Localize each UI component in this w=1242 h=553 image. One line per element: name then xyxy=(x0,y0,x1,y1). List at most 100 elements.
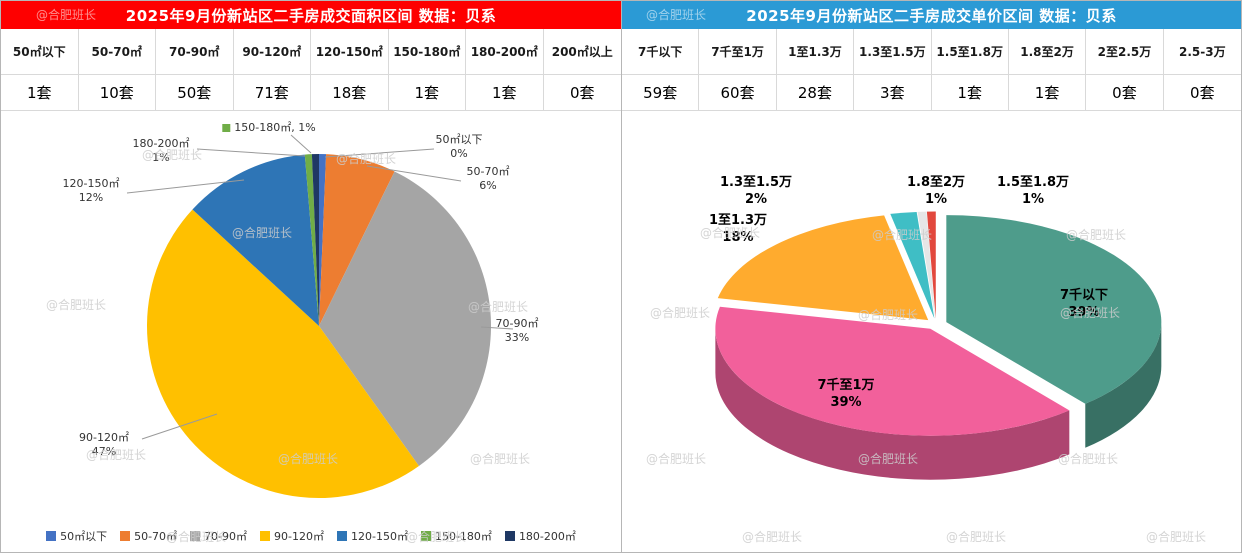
table-header-cell: 7千以下 xyxy=(622,29,700,75)
label-leader-line xyxy=(290,134,312,154)
label-leader-line xyxy=(480,326,514,330)
table-value-cell: 1套 xyxy=(466,75,544,111)
area-chart-legend: 50㎡以下 50-70㎡ 70-90㎡ 90-120㎡ 120-150㎡ 150-180㎡… xyxy=(1,528,621,544)
legend-label: 180-200㎡ xyxy=(518,530,576,543)
pie-slice-5 xyxy=(304,154,319,326)
table-value-cell: 0套 xyxy=(1086,75,1164,111)
legend-swatch-icon xyxy=(46,531,57,541)
area-panel: 2025年9月份新站区二手房成交面积区间 数据：贝系 50㎡以下 50-70㎡ 70… xyxy=(1,1,621,552)
table-value-cell: 60套 xyxy=(699,75,777,111)
legend-label: 70-90㎡ xyxy=(204,530,248,543)
table-header-cell: 1.3至1.5万 xyxy=(854,29,932,75)
table-header-cell: 70-90㎡ xyxy=(156,29,234,75)
legend-swatch-icon xyxy=(420,531,431,541)
slice-marker-icon xyxy=(222,124,231,132)
price-pie-3d-chart xyxy=(715,211,1162,480)
pie-slice-label: 90-120㎡ 47% xyxy=(79,431,129,458)
pie-slice-label: 1.3至1.5万 2% xyxy=(719,175,793,207)
legend-swatch-icon xyxy=(190,531,201,541)
table-header-cell: 1.5至1.8万 xyxy=(931,29,1009,75)
pie-slice-label: 1至1.3万 18% xyxy=(708,213,768,245)
legend-label: 120-150㎡ xyxy=(351,530,408,543)
table-header-cell: 180-200㎡ xyxy=(466,29,544,75)
table-value-cell: 1套 xyxy=(1,75,79,111)
legend-item: 70-90㎡ xyxy=(190,528,247,544)
pie-slice-label: 1.5至1.8万 1% xyxy=(996,175,1070,207)
table-value-cell: 3套 xyxy=(854,75,932,111)
pie-slice-2 xyxy=(717,215,929,321)
table-header-cell: 2.5-3万 xyxy=(1163,29,1241,75)
table-header-cell: 120-150㎡ xyxy=(311,29,389,75)
pie-slice-0 xyxy=(319,154,327,326)
legend-swatch-icon xyxy=(504,531,515,541)
label-leader-line xyxy=(366,165,462,182)
pie-slice-1 xyxy=(715,306,1070,436)
table-value-cell: 18套 xyxy=(311,75,389,111)
table-header-cell: 50㎡以下 xyxy=(1,29,79,75)
pie-slice-label: 7千以下 39% xyxy=(1059,288,1109,320)
legend-item: 150-180㎡ xyxy=(420,528,492,544)
price-chart-area: 1.3至1.5万 2% 1.8至2万 1% 1.5至1.8万 1% 1至1.3万 18% 7千以… xyxy=(622,111,1242,552)
legend-item: 90-120㎡ xyxy=(260,528,324,544)
legend-label: 50㎡以下 xyxy=(60,530,108,543)
table-header-cell: 1至1.3万 xyxy=(776,29,855,75)
pie-slice-label: 150-180㎡, 1% xyxy=(222,121,316,135)
legend-item: 180-200㎡ xyxy=(504,528,576,544)
pie-slice-label: 50㎡以下 0% xyxy=(435,133,483,160)
table-value-cell: 28套 xyxy=(776,75,855,111)
table-header-cell: 2至2.5万 xyxy=(1086,29,1164,75)
table-value-cell: 71套 xyxy=(233,75,311,111)
legend-swatch-icon xyxy=(120,531,131,541)
table-value-cell: 50套 xyxy=(156,75,234,111)
table-header-cell: 1.8至2万 xyxy=(1008,29,1087,75)
table-value-cell: 0套 xyxy=(1163,75,1241,111)
pie-slice-label: 180-200㎡ 1% xyxy=(132,137,190,164)
table-header-cell: 50-70㎡ xyxy=(78,29,156,75)
pie-slice-label: 7千至1万 39% xyxy=(817,378,875,410)
table-header-cell: 150-180㎡ xyxy=(388,29,466,75)
area-panel-title: 2025年9月份新站区二手房成交面积区间 数据：贝系 xyxy=(1,1,621,29)
pie-slice-4 xyxy=(917,211,936,319)
pie-slice-5 xyxy=(926,211,936,319)
table-header-cell: 7千至1万 xyxy=(699,29,777,75)
table-value-cell: 0套 xyxy=(543,75,621,111)
table-header-cell: 200㎡以上 xyxy=(543,29,621,75)
area-chart-area: 50㎡以下 50-70㎡ 70-90㎡ 90-120㎡ 120-150㎡ 150-180㎡… xyxy=(1,111,621,552)
legend-item: 50㎡以下 xyxy=(46,528,107,544)
legend-label: 90-120㎡ xyxy=(274,530,324,543)
pie-slice-3 xyxy=(890,211,935,319)
legend-item: 50-70㎡ xyxy=(120,528,177,544)
pie-slice-label: 50-70㎡ 6% xyxy=(466,165,510,192)
pie-slice-4 xyxy=(192,154,319,326)
legend-label: 150-180㎡ xyxy=(434,530,492,543)
pie-slice-1 xyxy=(319,154,395,326)
legend-label: 50-70㎡ xyxy=(134,530,178,543)
area-pie-chart xyxy=(126,134,514,498)
label-leader-line xyxy=(196,148,306,157)
pie-slice-2 xyxy=(319,171,491,466)
legend-swatch-icon xyxy=(337,531,347,541)
table-value-cell: 10套 xyxy=(78,75,156,111)
price-data-table: 7千以下 7千至1万 1至1.3万 1.3至1.5万 1.5至1.8万 1.8至2万 2至2… xyxy=(622,29,1241,111)
pie-slice-wall-0 xyxy=(1085,322,1162,448)
pie-slice-6 xyxy=(311,154,319,326)
price-panel-title: 2025年9月份新站区二手房成交单价区间 数据：贝系 xyxy=(622,1,1241,29)
table-header-cell: 90-120㎡ xyxy=(233,29,311,75)
table-value-cell: 1套 xyxy=(1008,75,1087,111)
table-value-cell: 59套 xyxy=(622,75,700,111)
label-leader-line xyxy=(141,413,218,440)
pie-slice-label: 120-150㎡ 12% xyxy=(62,177,120,204)
pie-slice-wall-1 xyxy=(715,328,1070,480)
legend-item: 120-150㎡ xyxy=(337,528,408,544)
legend-swatch-icon xyxy=(260,531,271,541)
pie-slice-3 xyxy=(146,209,419,498)
pie-slice-label: 1.8至2万 1% xyxy=(906,175,966,207)
pie-slice-0 xyxy=(946,215,1162,404)
table-value-cell: 1套 xyxy=(388,75,466,111)
table-value-cell: 1套 xyxy=(931,75,1009,111)
pie-slice-label: 70-90㎡ 33% xyxy=(495,317,539,344)
price-panel: 2025年9月份新站区二手房成交单价区间 数据：贝系 7千以下 7千至1万 1至1.… xyxy=(621,1,1241,552)
label-leader-line xyxy=(126,179,245,194)
label-leader-line xyxy=(324,148,435,158)
